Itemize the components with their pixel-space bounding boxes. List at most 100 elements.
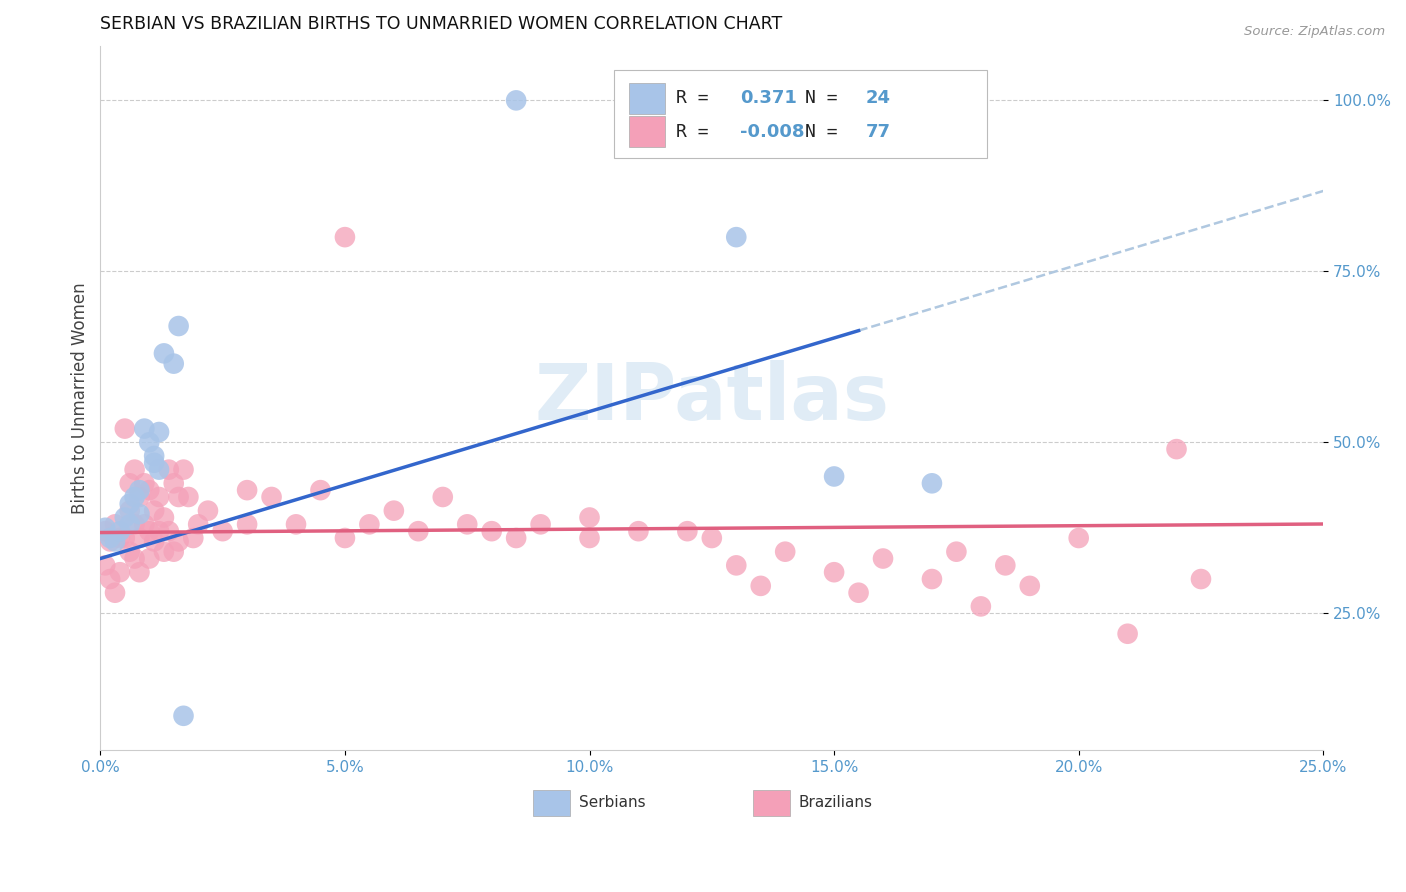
- Point: [173, 462, 195, 476]
- Point: [481, 524, 503, 538]
- Point: [197, 503, 219, 517]
- Point: [408, 524, 430, 538]
- Point: [333, 531, 356, 545]
- Text: SERBIAN VS BRAZILIAN BIRTHS TO UNMARRIED WOMEN CORRELATION CHART: SERBIAN VS BRAZILIAN BIRTHS TO UNMARRIED…: [100, 15, 783, 33]
- Point: [118, 497, 141, 511]
- Point: [128, 531, 150, 545]
- Text: R =: R =: [676, 89, 720, 108]
- Point: [260, 490, 283, 504]
- Point: [108, 524, 131, 538]
- Point: [578, 510, 600, 524]
- Text: N =: N =: [804, 122, 848, 141]
- Point: [945, 544, 967, 558]
- Point: [104, 534, 127, 549]
- Point: [749, 579, 772, 593]
- Point: [505, 531, 527, 545]
- Point: [163, 357, 186, 371]
- Point: [134, 421, 156, 435]
- FancyBboxPatch shape: [628, 116, 665, 147]
- Text: ZIPatlas: ZIPatlas: [534, 359, 890, 436]
- Point: [163, 476, 186, 491]
- Point: [236, 483, 259, 497]
- Point: [138, 524, 160, 538]
- Point: [921, 476, 943, 491]
- Point: [124, 462, 146, 476]
- Point: [118, 476, 141, 491]
- Point: [124, 490, 146, 504]
- Text: 77: 77: [866, 122, 891, 141]
- Text: R =: R =: [676, 122, 720, 141]
- Point: [211, 524, 233, 538]
- Point: [98, 531, 121, 545]
- Point: [167, 319, 190, 334]
- Point: [167, 534, 190, 549]
- Point: [285, 517, 308, 532]
- Point: [157, 524, 180, 538]
- Point: [823, 565, 845, 579]
- Point: [148, 462, 170, 476]
- Point: [848, 585, 870, 599]
- FancyBboxPatch shape: [614, 70, 987, 159]
- Point: [309, 483, 332, 497]
- Point: [98, 572, 121, 586]
- Text: Brazilians: Brazilians: [799, 796, 873, 810]
- Point: [359, 517, 381, 532]
- Point: [94, 524, 117, 538]
- Point: [128, 483, 150, 497]
- Point: [1166, 442, 1188, 456]
- Point: [153, 510, 176, 524]
- Point: [118, 503, 141, 517]
- Point: [529, 517, 551, 532]
- Point: [134, 476, 156, 491]
- Point: [578, 531, 600, 545]
- Point: [148, 524, 170, 538]
- Point: [138, 435, 160, 450]
- Point: [725, 230, 748, 244]
- Point: [432, 490, 454, 504]
- Point: [153, 346, 176, 360]
- Text: 24: 24: [866, 89, 891, 108]
- Point: [134, 517, 156, 532]
- Text: N =: N =: [804, 89, 848, 108]
- Point: [143, 503, 166, 517]
- Point: [700, 531, 723, 545]
- Point: [104, 517, 127, 532]
- Point: [627, 524, 650, 538]
- Point: [108, 565, 131, 579]
- Point: [167, 490, 190, 504]
- Point: [128, 565, 150, 579]
- Text: 0.371: 0.371: [740, 89, 797, 108]
- Point: [114, 531, 136, 545]
- Point: [1189, 572, 1212, 586]
- Point: [676, 524, 699, 538]
- Point: [143, 534, 166, 549]
- Point: [163, 544, 186, 558]
- Point: [128, 507, 150, 521]
- Point: [505, 94, 527, 108]
- Point: [173, 708, 195, 723]
- Point: [181, 531, 204, 545]
- Point: [456, 517, 478, 532]
- Point: [382, 503, 405, 517]
- Point: [94, 521, 117, 535]
- Point: [970, 599, 993, 614]
- Point: [124, 517, 146, 532]
- Text: Serbians: Serbians: [578, 796, 645, 810]
- Point: [921, 572, 943, 586]
- Point: [143, 449, 166, 463]
- Y-axis label: Births to Unmarried Women: Births to Unmarried Women: [72, 282, 89, 514]
- Point: [236, 517, 259, 532]
- Point: [1018, 579, 1040, 593]
- Point: [94, 558, 117, 573]
- Point: [148, 490, 170, 504]
- Point: [143, 456, 166, 470]
- Point: [872, 551, 894, 566]
- Point: [118, 517, 141, 532]
- FancyBboxPatch shape: [533, 789, 569, 816]
- FancyBboxPatch shape: [754, 789, 790, 816]
- Point: [823, 469, 845, 483]
- Point: [124, 551, 146, 566]
- Point: [773, 544, 796, 558]
- Point: [98, 534, 121, 549]
- FancyBboxPatch shape: [628, 83, 665, 114]
